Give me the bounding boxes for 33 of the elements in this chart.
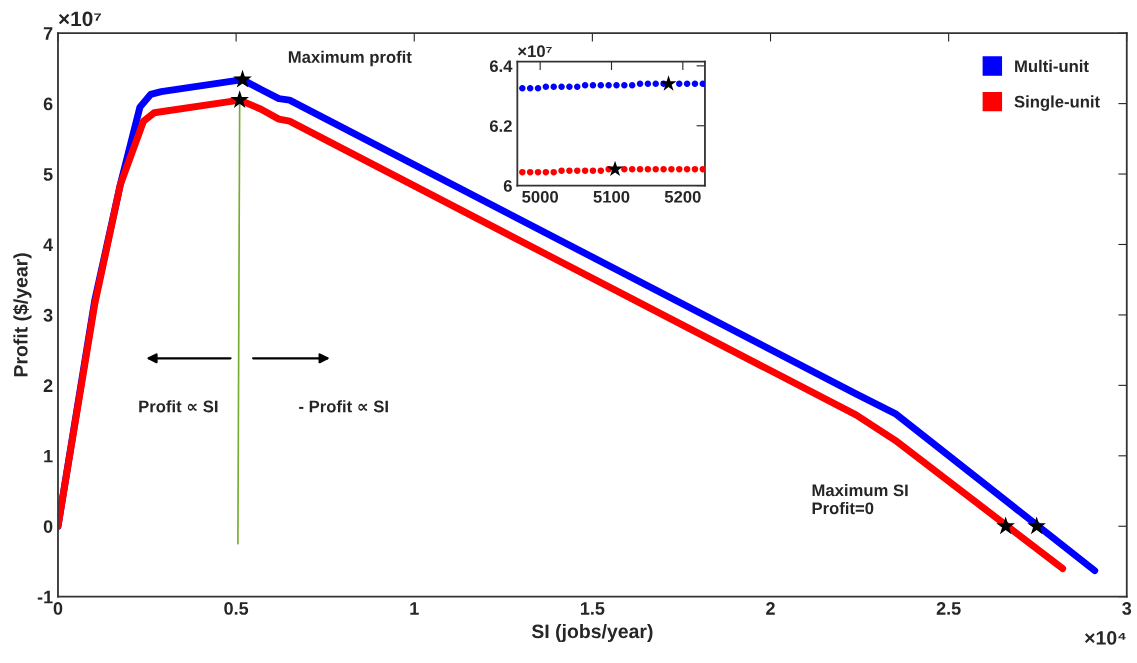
- y-tick-label: 6: [503, 180, 512, 192]
- x-tick-label: 0.5: [224, 602, 249, 615]
- x-tick-label: 5000: [522, 190, 559, 203]
- x-tick-label: 1.5: [580, 602, 605, 615]
- y-tick-label: 6.2: [489, 120, 512, 132]
- y-tick-label: 5: [43, 168, 53, 181]
- x-tick-label: 0: [53, 602, 63, 615]
- text: ×10⁷: [58, 11, 102, 27]
- y-tick-label: 4: [43, 238, 54, 252]
- annotation: - Profit ∝ SI: [299, 400, 388, 413]
- y-tick-label: 6.4: [489, 60, 513, 73]
- annotation: Maximum SI Profit=0: [812, 483, 908, 515]
- y-tick-label: 3: [43, 308, 53, 322]
- y-tick-label: 0: [43, 520, 53, 533]
- annotation: Profit ∝ SI: [139, 400, 218, 413]
- y-tick-label: 7: [43, 27, 53, 40]
- legend-label: Single-unit: [1014, 95, 1100, 111]
- y-tick-label: 2: [43, 379, 53, 392]
- x-tick-label: 1: [410, 602, 419, 615]
- x-tick-label: 5200: [664, 190, 701, 203]
- text: ×10⁴: [1084, 631, 1126, 645]
- y-tick-label: 6: [43, 97, 53, 111]
- x-tick-label: 2.5: [936, 602, 961, 615]
- x-tick-label: 3: [1122, 602, 1132, 615]
- y-tick-label: 1: [44, 449, 53, 463]
- x-axis-title: SI (jobs/year): [531, 623, 653, 643]
- legend-label: Multi-unit: [1015, 59, 1089, 73]
- x-tick-label: 5100: [593, 190, 630, 203]
- x-tick-label: 2: [766, 602, 775, 615]
- annotation: ×10⁷: [518, 45, 552, 58]
- annotation: Maximum profit: [288, 50, 412, 67]
- y-axis-title: Profit ($/year): [13, 253, 32, 377]
- y-tick-label: -1: [37, 590, 53, 604]
